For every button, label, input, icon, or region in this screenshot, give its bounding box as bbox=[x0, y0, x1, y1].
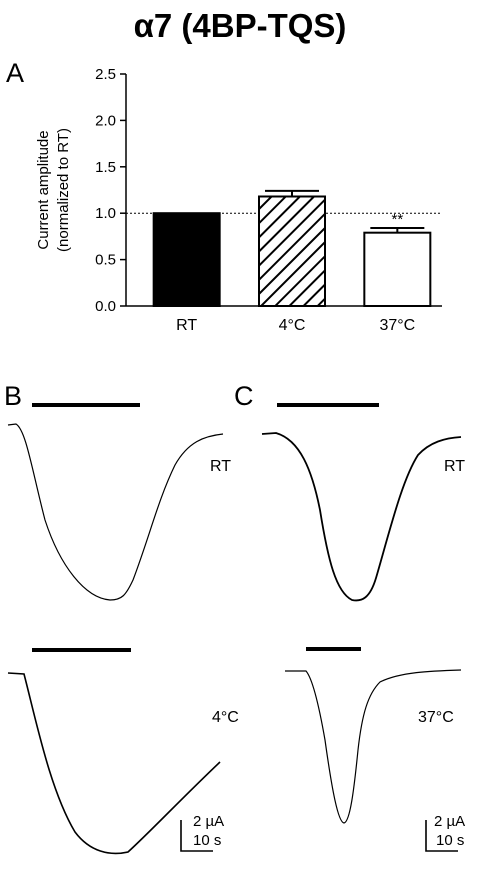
bars bbox=[152, 189, 432, 307]
y-ticks: 0.0 0.5 1.0 1.5 2.0 2.5 bbox=[95, 66, 126, 315]
bar-0 bbox=[152, 212, 221, 307]
category-label: 37°C bbox=[379, 317, 415, 334]
y-tick-label: 1.5 bbox=[95, 159, 116, 176]
figure-title: α7 (4BP-TQS) bbox=[134, 7, 347, 44]
y-tick-label: 0.0 bbox=[95, 298, 116, 315]
scale-bar-c: 2 µA 10 s bbox=[425, 813, 465, 852]
scale-current-c: 2 µA bbox=[434, 813, 465, 830]
trace-label-b-rt: RT bbox=[210, 458, 231, 475]
scale-time-b: 10 s bbox=[193, 832, 221, 849]
trace-label-c-37c: 37°C bbox=[418, 709, 454, 726]
scale-time-c: 10 s bbox=[436, 832, 464, 849]
category-label: 4°C bbox=[279, 317, 306, 334]
category-labels: RT 4°C 37°C bbox=[176, 317, 415, 334]
trace-label-c-rt: RT bbox=[444, 458, 465, 475]
category-label: RT bbox=[176, 317, 197, 334]
y-tick-label: 2.0 bbox=[95, 112, 116, 129]
bar-1 bbox=[258, 195, 326, 307]
y-tick-label: 2.5 bbox=[95, 66, 116, 83]
trace-c-bottom bbox=[285, 669, 462, 824]
trace-b-bottom bbox=[7, 672, 221, 855]
panel-label-c: C bbox=[234, 381, 254, 411]
scale-current-b: 2 µA bbox=[193, 813, 224, 830]
panel-label-a: A bbox=[6, 58, 24, 88]
y-axis-label-line2: (normalized to RT) bbox=[55, 128, 72, 252]
y-tick-label: 0.5 bbox=[95, 252, 116, 269]
bar-2 bbox=[363, 231, 432, 307]
y-tick-label: 1.0 bbox=[95, 205, 116, 222]
panel-label-b: B bbox=[4, 381, 22, 411]
bar-chart: 0.0 0.5 1.0 1.5 2.0 2.5 RT 4°C 37°C ** Current … bbox=[35, 66, 442, 334]
scale-bar-b: 2 µA 10 s bbox=[180, 813, 224, 852]
y-axis-label-line1: Current amplitude bbox=[35, 130, 52, 249]
trace-label-b-4c: 4°C bbox=[212, 709, 239, 726]
trace-b-top bbox=[7, 423, 224, 601]
significance-marker: ** bbox=[391, 211, 403, 228]
trace-c-top bbox=[261, 432, 462, 602]
